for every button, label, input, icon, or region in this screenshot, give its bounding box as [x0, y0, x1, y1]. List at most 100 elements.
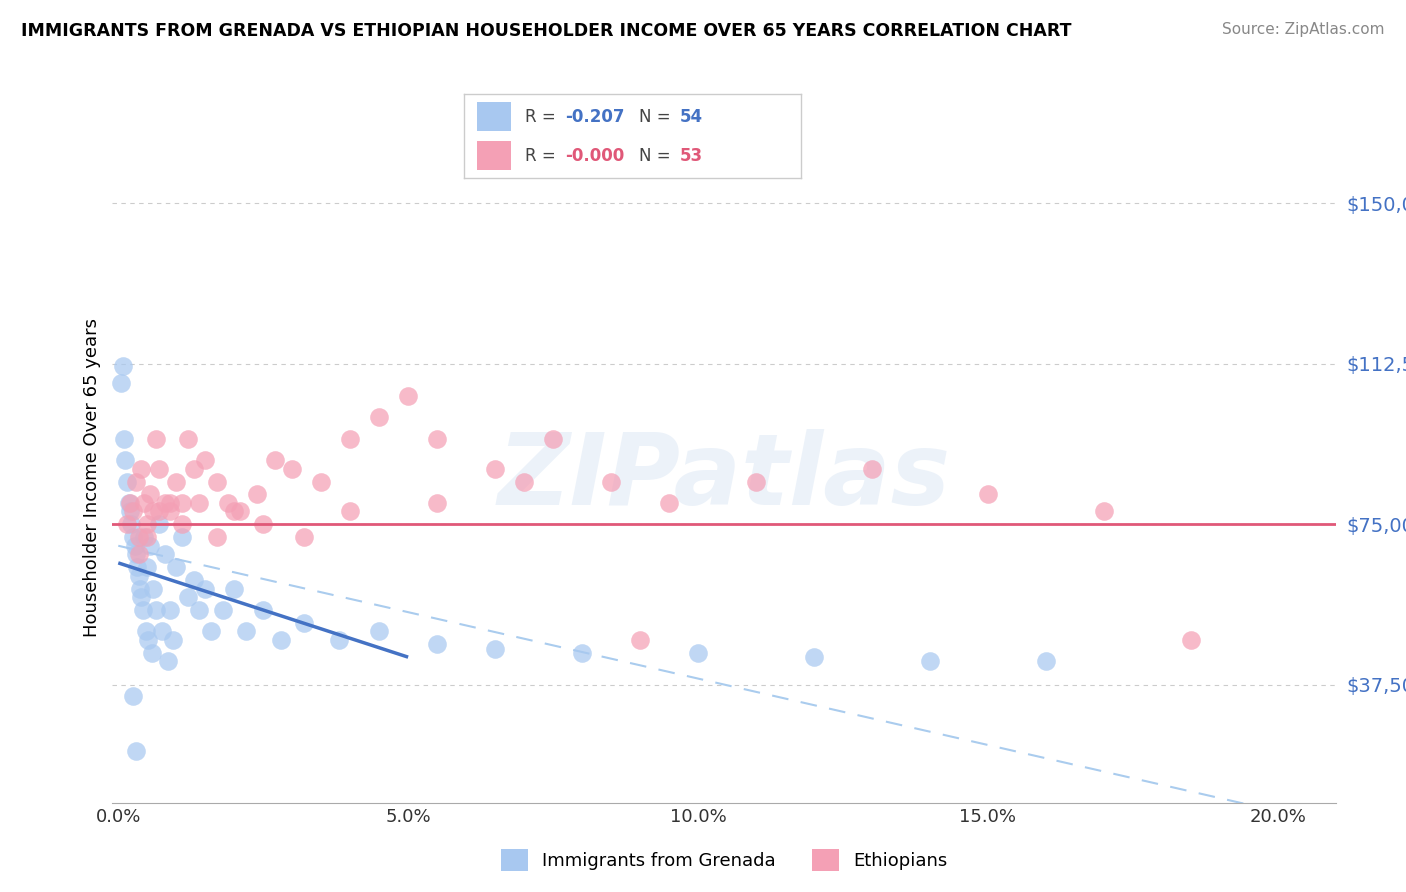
- Point: [200, 624, 222, 639]
- Point: [139, 539, 162, 553]
- Text: -0.000: -0.000: [565, 146, 624, 164]
- Point: [134, 530, 156, 544]
- Point: [188, 496, 211, 510]
- Point: [142, 504, 165, 518]
- Point: [252, 603, 274, 617]
- Point: [658, 496, 681, 510]
- Point: [138, 633, 160, 648]
- Text: IMMIGRANTS FROM GRENADA VS ETHIOPIAN HOUSEHOLDER INCOME OVER 65 YEARS CORRELATIO: IMMIGRANTS FROM GRENADA VS ETHIOPIAN HOU…: [21, 22, 1071, 40]
- Point: [217, 496, 239, 510]
- Point: [170, 496, 193, 510]
- Point: [165, 560, 187, 574]
- Point: [263, 453, 285, 467]
- Point: [600, 475, 623, 489]
- Point: [484, 461, 506, 475]
- Point: [121, 689, 143, 703]
- Point: [368, 624, 391, 639]
- Point: [188, 603, 211, 617]
- Point: [159, 504, 181, 518]
- Point: [115, 517, 138, 532]
- Legend: Immigrants from Grenada, Ethiopians: Immigrants from Grenada, Ethiopians: [494, 842, 955, 879]
- Point: [571, 646, 593, 660]
- Point: [426, 496, 449, 510]
- Point: [115, 475, 138, 489]
- Point: [139, 487, 162, 501]
- Point: [426, 432, 449, 446]
- Point: [118, 496, 141, 510]
- Point: [111, 359, 134, 373]
- Point: [153, 547, 176, 561]
- Point: [134, 496, 156, 510]
- Point: [129, 582, 152, 596]
- Point: [281, 461, 304, 475]
- Point: [141, 646, 163, 660]
- Y-axis label: Householder Income Over 65 years: Householder Income Over 65 years: [83, 318, 101, 637]
- FancyBboxPatch shape: [478, 141, 512, 169]
- Point: [1180, 633, 1202, 648]
- Point: [235, 624, 257, 639]
- Point: [136, 560, 159, 574]
- Point: [128, 568, 150, 582]
- Point: [121, 504, 143, 518]
- Point: [177, 432, 200, 446]
- Point: [110, 376, 132, 390]
- Text: 54: 54: [681, 108, 703, 126]
- Text: -0.207: -0.207: [565, 108, 624, 126]
- Point: [368, 410, 391, 425]
- Point: [148, 517, 170, 532]
- Text: N =: N =: [640, 146, 676, 164]
- Point: [183, 461, 205, 475]
- Point: [165, 475, 187, 489]
- Point: [194, 582, 217, 596]
- Point: [224, 582, 246, 596]
- Point: [118, 496, 141, 510]
- Point: [170, 517, 193, 532]
- Point: [803, 650, 825, 665]
- Point: [128, 547, 150, 561]
- Text: Source: ZipAtlas.com: Source: ZipAtlas.com: [1222, 22, 1385, 37]
- Point: [513, 475, 536, 489]
- Point: [229, 504, 252, 518]
- Point: [205, 530, 228, 544]
- Point: [170, 530, 193, 544]
- Point: [153, 496, 176, 510]
- Point: [159, 603, 181, 617]
- Point: [135, 624, 157, 639]
- Point: [131, 461, 153, 475]
- FancyBboxPatch shape: [478, 103, 512, 131]
- Point: [162, 633, 184, 648]
- Text: R =: R =: [524, 108, 561, 126]
- Point: [183, 573, 205, 587]
- Point: [112, 432, 135, 446]
- Point: [292, 530, 315, 544]
- Point: [918, 655, 941, 669]
- Point: [309, 475, 332, 489]
- Point: [339, 432, 361, 446]
- Point: [124, 547, 146, 561]
- Point: [125, 560, 148, 574]
- Point: [145, 432, 167, 446]
- Point: [148, 504, 170, 518]
- Point: [484, 641, 506, 656]
- Point: [128, 530, 150, 544]
- Point: [148, 461, 170, 475]
- Point: [745, 475, 768, 489]
- Point: [159, 496, 181, 510]
- Point: [328, 633, 350, 648]
- Text: 53: 53: [681, 146, 703, 164]
- Point: [114, 453, 136, 467]
- Point: [211, 603, 233, 617]
- Point: [628, 633, 651, 648]
- Point: [1092, 504, 1115, 518]
- Point: [977, 487, 1000, 501]
- Point: [194, 453, 217, 467]
- Point: [860, 461, 883, 475]
- Point: [156, 655, 179, 669]
- Point: [426, 637, 449, 651]
- Point: [131, 590, 153, 604]
- Text: R =: R =: [524, 146, 561, 164]
- Point: [1035, 655, 1057, 669]
- Point: [396, 389, 419, 403]
- Point: [205, 475, 228, 489]
- Text: N =: N =: [640, 108, 676, 126]
